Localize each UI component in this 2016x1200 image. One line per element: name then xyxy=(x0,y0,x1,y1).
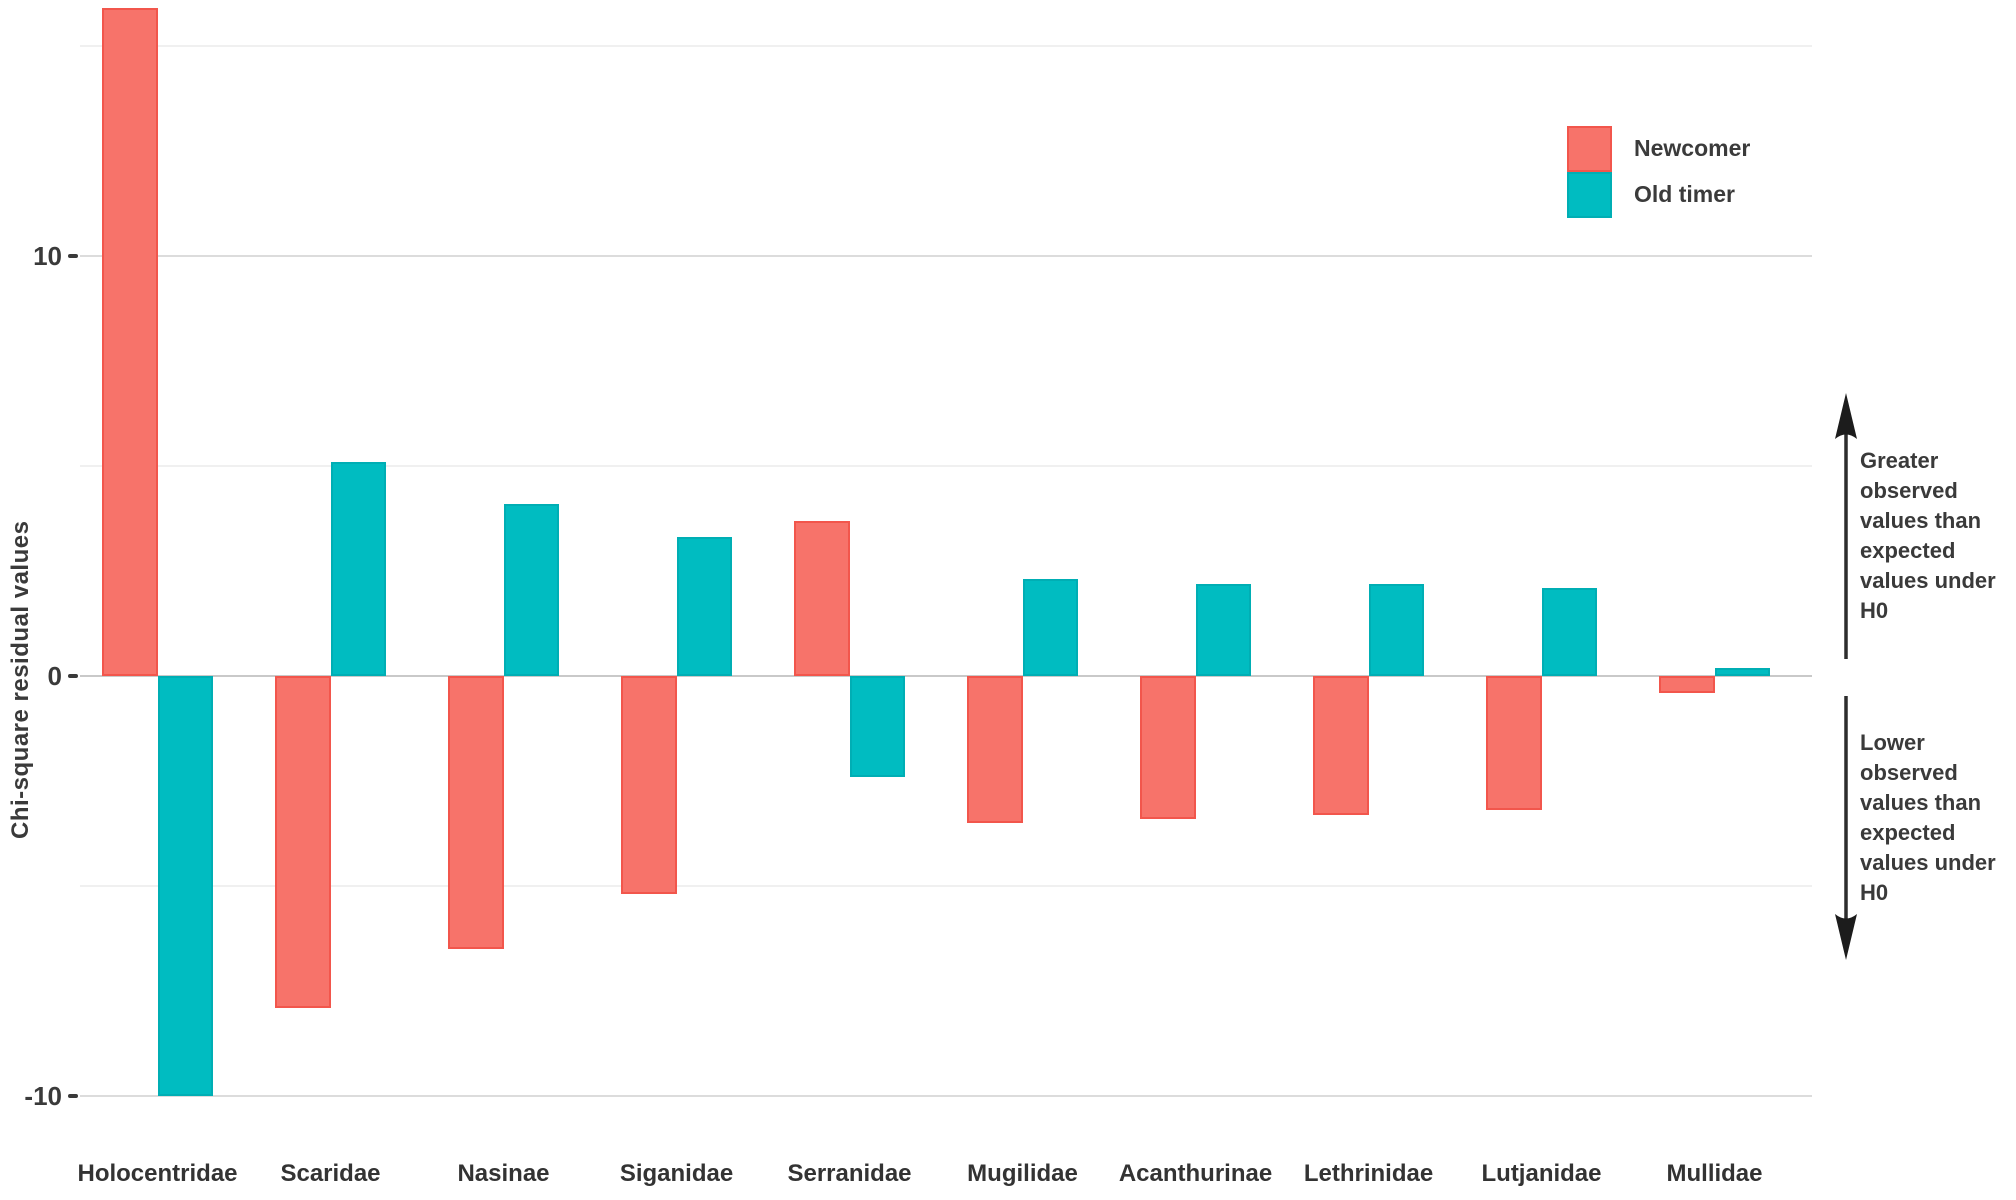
x-axis-label: Serranidae xyxy=(787,1160,912,1187)
bar-old-timer-mullidae xyxy=(1714,667,1770,676)
y-tick-label: 0 xyxy=(47,661,62,691)
x-axis-label: Scaridae xyxy=(280,1160,381,1187)
bar-old-timer-mugilidae xyxy=(1022,579,1078,676)
annotation-greater: Greater observed values than expected va… xyxy=(1860,448,1996,623)
plot-area xyxy=(80,0,1812,1105)
bar-old-timer-nasinae xyxy=(503,503,559,676)
bar-newcomer-mugilidae xyxy=(967,676,1023,823)
gridline-major xyxy=(80,675,1812,677)
x-axis-label: Lutjanidae xyxy=(1481,1160,1602,1187)
down-arrow-icon xyxy=(1835,696,1857,960)
bar-newcomer-acanthurinae xyxy=(1140,676,1196,819)
bar-newcomer-nasinae xyxy=(448,676,504,949)
gridline-minor xyxy=(80,45,1812,47)
bar-old-timer-siganidae xyxy=(676,537,732,676)
x-axis-label: Mullidae xyxy=(1666,1160,1763,1187)
y-tick-label: 10 xyxy=(33,241,62,271)
bar-old-timer-lethrinidae xyxy=(1368,583,1424,676)
up-arrow-icon xyxy=(1835,393,1857,659)
bar-old-timer-scaridae xyxy=(330,461,386,676)
x-axis-label: Holocentridae xyxy=(77,1160,238,1187)
y-tick-label: -10 xyxy=(24,1081,62,1111)
bar-newcomer-scaridae xyxy=(275,676,331,1008)
gridline-major xyxy=(80,255,1812,257)
legend-swatch-newcomer xyxy=(1567,125,1612,172)
legend-label: Newcomer xyxy=(1634,135,1751,161)
legend-item: Old timer xyxy=(1567,171,1735,218)
x-axis-label: Acanthurinae xyxy=(1118,1160,1273,1187)
bar-newcomer-siganidae xyxy=(621,676,677,895)
bar-old-timer-holocentridae xyxy=(157,676,213,1096)
y-tick-mark xyxy=(68,1094,78,1098)
gridline-minor xyxy=(80,885,1812,887)
gridline-major xyxy=(80,1095,1812,1097)
legend-item: Newcomer xyxy=(1567,125,1750,172)
annotation-lower: Lower observed values than expected valu… xyxy=(1860,730,1996,905)
y-tick-mark xyxy=(68,674,78,678)
x-axis-label: Lethrinidae xyxy=(1303,1160,1434,1187)
bar-newcomer-mullidae xyxy=(1659,676,1715,693)
x-axis-label: Siganidae xyxy=(619,1160,734,1187)
x-axis-label: Mugilidae xyxy=(967,1160,1078,1187)
bar-old-timer-serranidae xyxy=(849,676,905,777)
legend-label: Old timer xyxy=(1634,181,1735,207)
legend-swatch-old-timer xyxy=(1567,171,1612,218)
bar-newcomer-holocentridae xyxy=(102,8,158,676)
bar-old-timer-acanthurinae xyxy=(1195,583,1251,676)
y-tick-mark xyxy=(68,254,78,258)
gridline-minor xyxy=(80,465,1812,467)
bar-newcomer-lutjanidae xyxy=(1486,676,1542,811)
bar-newcomer-lethrinidae xyxy=(1313,676,1369,815)
bar-old-timer-lutjanidae xyxy=(1541,587,1597,676)
bar-newcomer-serranidae xyxy=(794,520,850,676)
x-axis-label: Nasinae xyxy=(457,1160,550,1187)
